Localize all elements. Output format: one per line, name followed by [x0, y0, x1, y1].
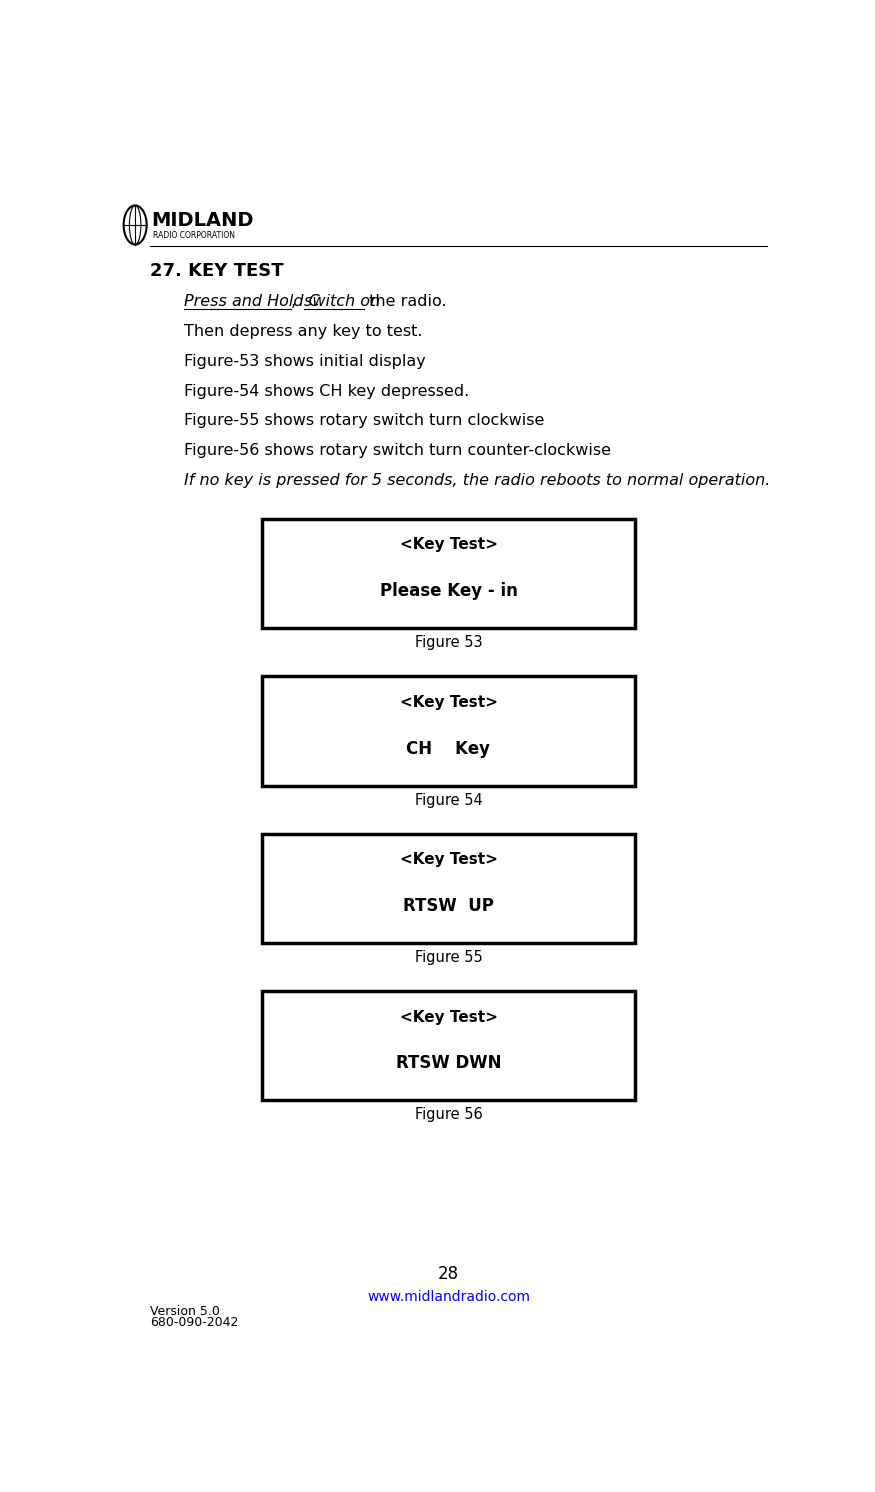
Text: Figure-55 shows rotary switch turn clockwise: Figure-55 shows rotary switch turn clock… — [184, 413, 544, 428]
Text: the radio.: the radio. — [365, 294, 447, 309]
Text: Then depress any key to test.: Then depress any key to test. — [184, 324, 423, 339]
Text: Figure 55: Figure 55 — [415, 950, 482, 965]
Text: <Key Test>: <Key Test> — [400, 1010, 497, 1025]
Text: switch on: switch on — [304, 294, 381, 309]
Text: 27. KEY TEST: 27. KEY TEST — [150, 261, 284, 280]
Text: <Key Test>: <Key Test> — [400, 537, 497, 552]
Text: <Key Test>: <Key Test> — [400, 695, 497, 710]
Text: Press and Hold C: Press and Hold C — [184, 294, 319, 309]
Text: RTSW  UP: RTSW UP — [403, 897, 493, 915]
Text: www.midlandradio.com: www.midlandradio.com — [367, 1291, 530, 1304]
Text: Version 5.0: Version 5.0 — [150, 1306, 220, 1317]
Text: Figure 53: Figure 53 — [415, 636, 482, 651]
Text: Figure 54: Figure 54 — [415, 792, 482, 807]
Text: <Key Test>: <Key Test> — [400, 852, 497, 867]
FancyBboxPatch shape — [262, 834, 635, 943]
Text: If no key is pressed for 5 seconds, the radio reboots to normal operation.: If no key is pressed for 5 seconds, the … — [184, 473, 770, 488]
Text: RTSW DWN: RTSW DWN — [396, 1055, 501, 1073]
Text: Figure-53 shows initial display: Figure-53 shows initial display — [184, 354, 426, 369]
Text: RADIO CORPORATION: RADIO CORPORATION — [153, 231, 235, 240]
FancyBboxPatch shape — [262, 519, 635, 628]
Text: Figure-56 shows rotary switch turn counter-clockwise: Figure-56 shows rotary switch turn count… — [184, 443, 611, 458]
Text: Figure-54 shows CH key depressed.: Figure-54 shows CH key depressed. — [184, 383, 469, 398]
Text: Please Key - in: Please Key - in — [380, 582, 517, 600]
FancyBboxPatch shape — [262, 676, 635, 786]
Text: Figure 56: Figure 56 — [415, 1107, 482, 1122]
Text: 28: 28 — [438, 1265, 459, 1283]
Text: 680-090-2042: 680-090-2042 — [150, 1316, 238, 1329]
FancyBboxPatch shape — [262, 991, 635, 1101]
Text: ,: , — [290, 294, 301, 309]
Text: MIDLAND: MIDLAND — [151, 212, 254, 230]
Text: CH    Key: CH Key — [406, 740, 490, 758]
